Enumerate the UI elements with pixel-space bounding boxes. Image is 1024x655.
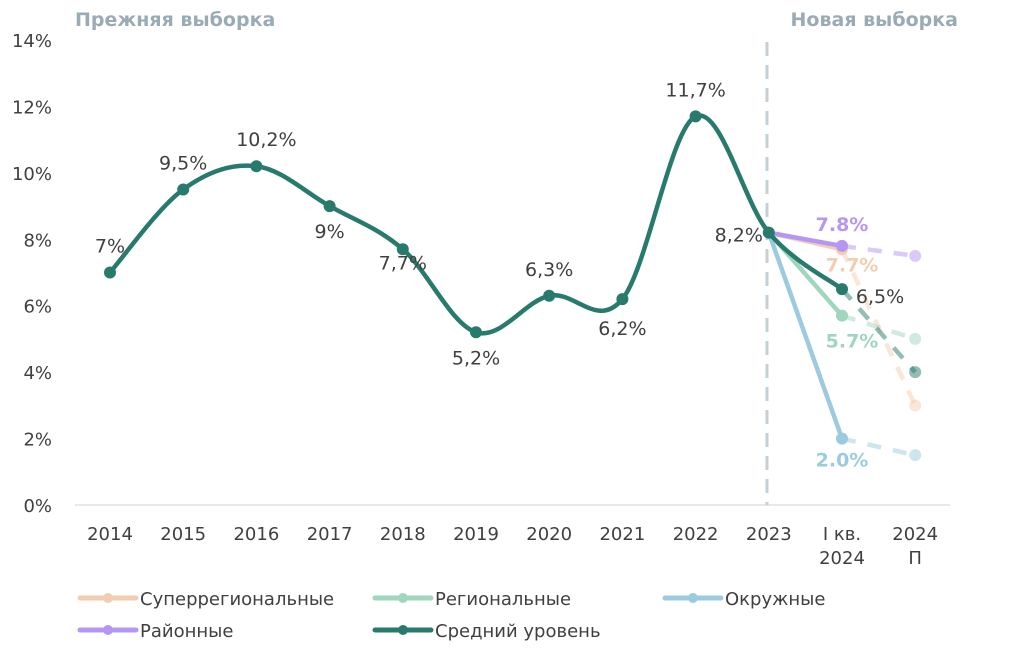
- y-tick-label: 12%: [12, 97, 52, 118]
- x-tick-label: I кв.: [823, 524, 861, 545]
- data-label: 6,5%: [856, 286, 904, 308]
- series-line: [108, 113, 844, 336]
- x-tick-label: 2018: [380, 524, 426, 545]
- legend-label: Окружные: [725, 589, 825, 610]
- data-point: [177, 183, 190, 196]
- data-point: [836, 239, 848, 252]
- data-point: [909, 399, 922, 412]
- data-point: [836, 283, 848, 296]
- x-tick-label: 2014: [87, 524, 133, 545]
- data-label: 6,3%: [525, 259, 573, 281]
- data-point: [543, 289, 556, 302]
- y-tick-label: 0%: [23, 496, 52, 517]
- x-tick-label: 2022: [673, 524, 719, 545]
- data-point: [104, 266, 116, 279]
- data-point: [616, 293, 629, 306]
- legend-label: Средний уровень: [435, 621, 601, 642]
- data-label: 11,7%: [665, 79, 725, 101]
- data-point: [909, 366, 922, 379]
- y-tick-label: 14%: [12, 31, 52, 52]
- data-label: 9,5%: [159, 152, 207, 174]
- data-point: [396, 243, 409, 256]
- series-line: [766, 231, 845, 440]
- data-point: [836, 309, 848, 322]
- data-point: [909, 332, 922, 345]
- data-label: 7,7%: [379, 252, 427, 274]
- y-tick-label: 10%: [12, 164, 52, 185]
- new-sample-label: Новая выборка: [791, 9, 958, 31]
- series-forecast-line: [840, 287, 917, 374]
- data-point: [250, 160, 263, 173]
- data-label: 7.7%: [826, 254, 879, 276]
- legend-marker: [688, 593, 698, 603]
- data-label: 7%: [95, 236, 125, 258]
- y-tick-label: 6%: [23, 297, 52, 318]
- x-tick-label: 2019: [453, 524, 499, 545]
- legend-label: Региональные: [435, 589, 571, 610]
- y-tick-label: 4%: [23, 363, 52, 384]
- data-point: [909, 249, 922, 262]
- data-point: [689, 110, 702, 123]
- legend-label: Суперрегиональные: [140, 589, 334, 610]
- data-label: 10,2%: [236, 129, 296, 151]
- data-label: 5.7%: [826, 331, 879, 353]
- x-tick-label: 2020: [526, 524, 572, 545]
- legend-marker: [103, 625, 113, 635]
- data-label: 2.0%: [816, 450, 869, 472]
- data-label: 8,2%: [715, 225, 763, 247]
- data-point: [323, 200, 336, 213]
- data-label: 9%: [315, 221, 345, 243]
- data-point: [836, 432, 848, 445]
- x-tick-label: 2017: [307, 524, 353, 545]
- legend-label: Районные: [140, 621, 233, 642]
- data-label: 6,2%: [598, 318, 646, 340]
- x-tick-label: 2023: [746, 524, 792, 545]
- x-tick-label: П: [908, 548, 922, 569]
- x-tick-label: 2016: [233, 524, 279, 545]
- data-label: 5,2%: [452, 347, 500, 369]
- x-tick-label: 2024: [892, 524, 938, 545]
- data-label: 7.8%: [816, 214, 869, 236]
- data-point: [762, 226, 775, 239]
- old-sample-label: Прежняя выборка: [75, 9, 275, 31]
- data-point: [909, 449, 922, 462]
- legend-marker: [398, 593, 408, 603]
- x-tick-label: 2015: [160, 524, 206, 545]
- y-tick-label: 2%: [23, 430, 52, 451]
- legend-marker: [398, 625, 408, 635]
- x-tick-label: 2024: [819, 548, 865, 569]
- y-tick-label: 8%: [23, 230, 52, 251]
- legend-marker: [103, 593, 113, 603]
- data-point: [470, 326, 482, 339]
- x-tick-label: 2021: [599, 524, 645, 545]
